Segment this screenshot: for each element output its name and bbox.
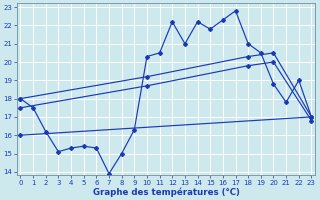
X-axis label: Graphe des températures (°C): Graphe des températures (°C) [92,187,239,197]
